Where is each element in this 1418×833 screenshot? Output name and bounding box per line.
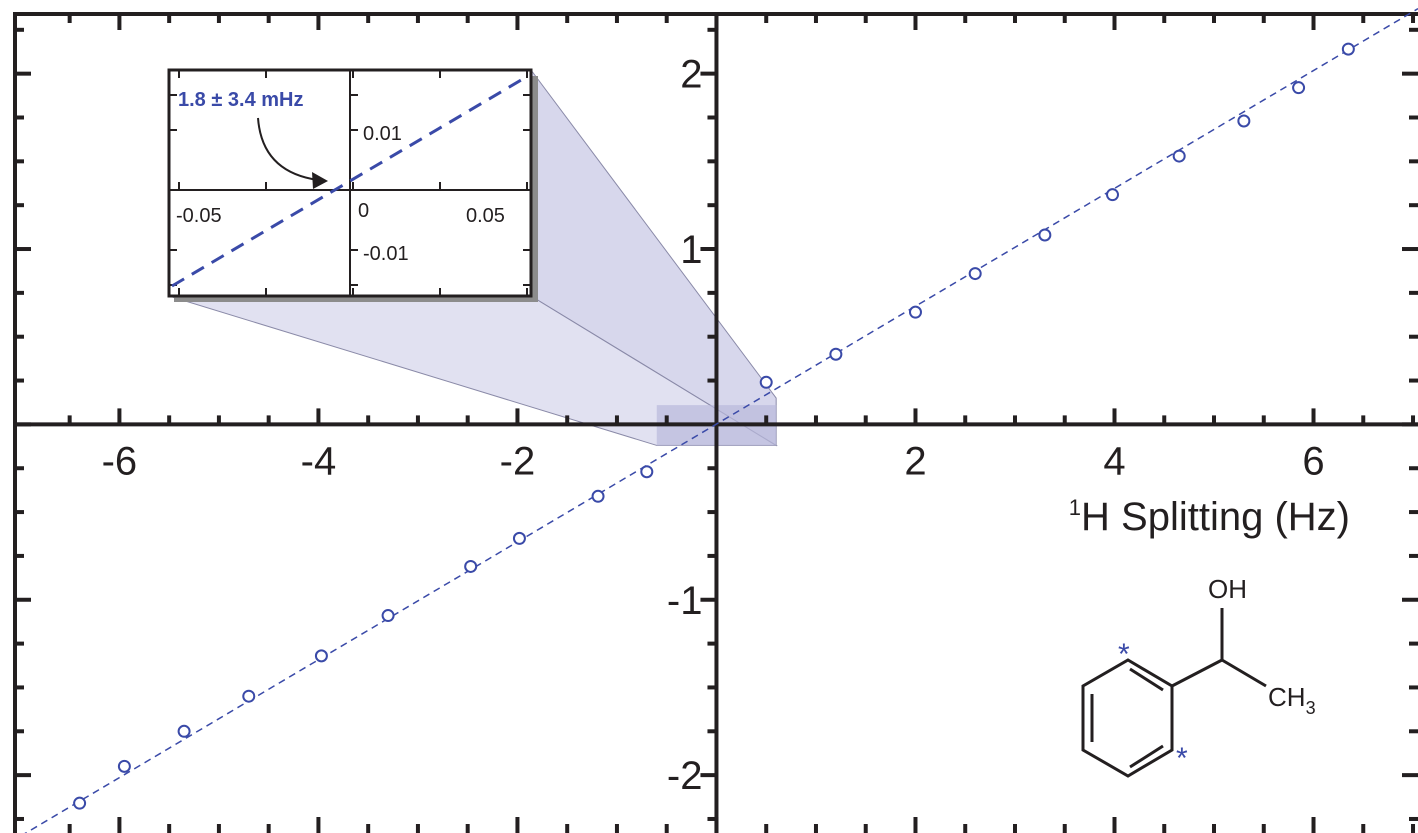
bond bbox=[1171, 658, 1223, 688]
inset-panel: -0.05 0 0.05 0.01 -0.01 1.8 ± 3.4 mHz bbox=[167, 68, 538, 302]
intercept-annotation: 1.8 ± 3.4 mHz bbox=[178, 89, 303, 111]
data-point bbox=[177, 724, 191, 738]
inset-ytick-label: 0.01 bbox=[363, 123, 402, 145]
data-point bbox=[908, 305, 922, 319]
inset-xtick-label: 0.05 bbox=[466, 205, 505, 227]
data-point bbox=[1237, 114, 1251, 128]
data-points bbox=[73, 42, 1355, 810]
x-tick-label: 6 bbox=[1302, 439, 1324, 483]
benzene-ring bbox=[1081, 658, 1174, 778]
data-point bbox=[591, 489, 605, 503]
x-tick-label: 2 bbox=[904, 439, 926, 483]
inset-ytick-label: -0.01 bbox=[363, 243, 409, 265]
data-point bbox=[1106, 188, 1120, 202]
bond bbox=[1221, 658, 1267, 688]
x-axis-label: 1H Splitting (Hz) bbox=[1069, 495, 1350, 539]
data-point bbox=[314, 649, 328, 663]
data-point bbox=[117, 759, 131, 773]
data-point bbox=[1292, 81, 1306, 95]
y-tick-label: 1 bbox=[680, 228, 702, 272]
data-point bbox=[1172, 149, 1186, 163]
annotation-arrow bbox=[257, 117, 319, 181]
inset-xtick-label: 0 bbox=[358, 200, 369, 222]
data-point bbox=[512, 531, 526, 545]
inset-ticks bbox=[169, 70, 531, 296]
data-point bbox=[759, 375, 773, 389]
methyl-label: CH3 bbox=[1268, 682, 1316, 718]
annotation-arrowhead bbox=[312, 172, 328, 189]
x-tick-label: -2 bbox=[500, 439, 536, 483]
x-tick-label: -4 bbox=[301, 439, 337, 483]
data-point bbox=[381, 609, 395, 623]
hydroxyl-label: OH bbox=[1208, 574, 1247, 604]
data-point bbox=[73, 796, 87, 810]
tick-labels: -6 -4 -2 2 4 6 -2 -1 1 2 bbox=[102, 53, 1325, 798]
fit-line bbox=[24, 8, 1418, 833]
data-point bbox=[968, 267, 982, 281]
y-tick-label: -1 bbox=[667, 579, 703, 623]
x-tick-label: 4 bbox=[1103, 439, 1125, 483]
plot-frame bbox=[13, 12, 1418, 833]
data-point bbox=[1038, 228, 1052, 242]
data-point bbox=[464, 559, 478, 573]
y-tick-label: 2 bbox=[680, 53, 702, 97]
molecule-structure bbox=[1081, 608, 1267, 778]
star-marker: * bbox=[1118, 638, 1130, 671]
y-tick-label: -2 bbox=[667, 754, 703, 798]
x-tick-label: -6 bbox=[102, 439, 138, 483]
inset-xtick-label: -0.05 bbox=[176, 205, 222, 227]
axis-ticks bbox=[67, 27, 1416, 821]
star-marker: * bbox=[1176, 742, 1188, 775]
data-point bbox=[1341, 42, 1355, 56]
data-point bbox=[640, 465, 654, 479]
data-point bbox=[829, 347, 843, 361]
double-bond bbox=[1129, 667, 1164, 692]
data-point bbox=[242, 689, 256, 703]
double-bond bbox=[1129, 744, 1164, 769]
